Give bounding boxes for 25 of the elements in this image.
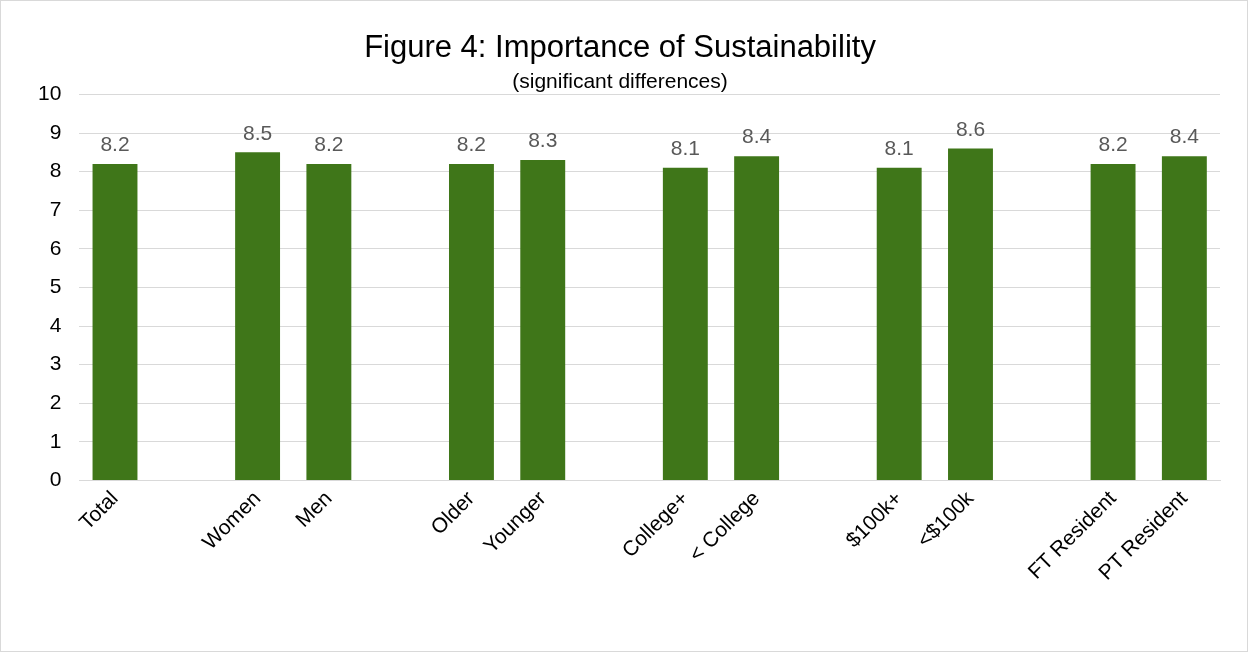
data-label: 8.2 [314, 132, 344, 156]
data-label: 8.3 [528, 128, 558, 152]
y-tick-label: 3 [49, 351, 62, 375]
x-tick-label: Men [290, 486, 336, 532]
data-label: 8.4 [742, 124, 772, 148]
y-tick-label: 6 [49, 235, 62, 259]
y-tick-label: 4 [49, 312, 62, 336]
y-tick-label: 0 [49, 467, 62, 491]
data-label: 8.2 [1098, 132, 1128, 156]
data-label: 8.2 [456, 132, 487, 156]
data-label: 8.1 [670, 136, 700, 160]
y-tick-label: 7 [49, 197, 62, 221]
y-tick-label: 9 [49, 119, 62, 143]
data-label: 8.2 [100, 132, 130, 156]
y-tick-label: 1 [49, 428, 62, 452]
y-tick-label: 8 [49, 158, 62, 182]
y-tick-label: 10 [38, 81, 62, 105]
data-label: 8.4 [1169, 124, 1200, 148]
data-label: 8.1 [884, 136, 914, 160]
y-tick-label: 2 [49, 390, 62, 414]
data-label: 8.6 [955, 116, 986, 140]
chart-title: Figure 4: Importance of Sustainability [364, 29, 877, 65]
chart-subtitle: (significant differences) [512, 68, 728, 92]
data-label: 8.5 [242, 120, 273, 144]
y-tick-label: 5 [49, 274, 62, 298]
